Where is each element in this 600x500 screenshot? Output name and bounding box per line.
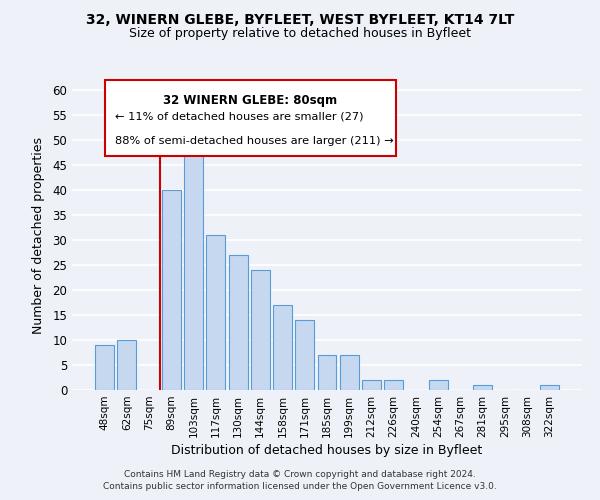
Bar bbox=[184, 145, 203, 390]
Text: 32 WINERN GLEBE: 80sqm: 32 WINERN GLEBE: 80sqm bbox=[163, 94, 338, 107]
Bar bbox=[206, 235, 225, 390]
Bar bbox=[251, 270, 270, 390]
X-axis label: Distribution of detached houses by size in Byfleet: Distribution of detached houses by size … bbox=[172, 444, 482, 457]
Bar bbox=[162, 190, 181, 390]
Bar bbox=[95, 345, 114, 390]
Bar bbox=[384, 380, 403, 390]
Text: Contains HM Land Registry data © Crown copyright and database right 2024.: Contains HM Land Registry data © Crown c… bbox=[124, 470, 476, 479]
Text: 88% of semi-detached houses are larger (211) →: 88% of semi-detached houses are larger (… bbox=[115, 136, 394, 146]
FancyBboxPatch shape bbox=[105, 80, 396, 156]
Bar bbox=[295, 320, 314, 390]
Text: Contains public sector information licensed under the Open Government Licence v3: Contains public sector information licen… bbox=[103, 482, 497, 491]
Bar bbox=[340, 355, 359, 390]
Bar bbox=[229, 255, 248, 390]
Text: 32, WINERN GLEBE, BYFLEET, WEST BYFLEET, KT14 7LT: 32, WINERN GLEBE, BYFLEET, WEST BYFLEET,… bbox=[86, 12, 514, 26]
Text: ← 11% of detached houses are smaller (27): ← 11% of detached houses are smaller (27… bbox=[115, 112, 364, 122]
Bar bbox=[273, 305, 292, 390]
Bar bbox=[540, 385, 559, 390]
Text: Size of property relative to detached houses in Byfleet: Size of property relative to detached ho… bbox=[129, 28, 471, 40]
Bar bbox=[317, 355, 337, 390]
Bar bbox=[473, 385, 492, 390]
Bar bbox=[118, 340, 136, 390]
Y-axis label: Number of detached properties: Number of detached properties bbox=[32, 136, 46, 334]
Bar bbox=[362, 380, 381, 390]
Bar bbox=[429, 380, 448, 390]
